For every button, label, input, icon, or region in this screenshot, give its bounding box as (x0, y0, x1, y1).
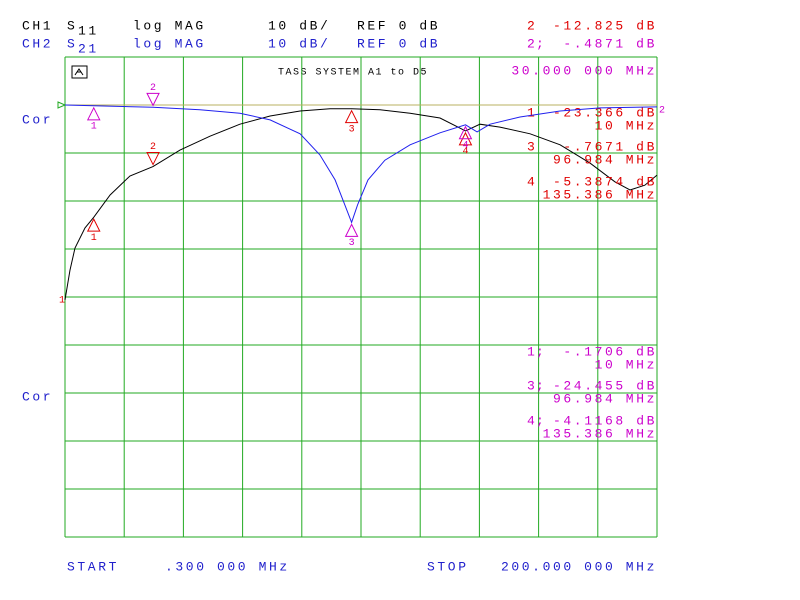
parameter-subscript: 11 (78, 23, 99, 38)
reference: REF 0 dB (357, 18, 440, 33)
format: log MAG (133, 18, 206, 33)
readout-separator: ; (536, 378, 546, 393)
readout-frequency: 96.984 MHz (553, 152, 657, 167)
marker-number: 2 (150, 83, 158, 94)
marker (344, 223, 359, 237)
status: Cor (22, 389, 53, 404)
readout-separator: ; (536, 413, 546, 428)
readout-marker: 3 (527, 139, 537, 154)
marker-number: 4 (462, 147, 470, 158)
marker (344, 109, 359, 124)
readout-frequency: 10 MHz (595, 118, 657, 133)
readout-value: -5.3874 dB (553, 174, 657, 189)
readout-value: -.1706 dB (563, 344, 657, 359)
readout-value: -.7671 dB (563, 139, 657, 154)
status: Cor (22, 112, 53, 127)
start-label: START (67, 559, 119, 574)
display-title: TASS SYSTEM A1 to D5 (278, 68, 428, 79)
readout-marker: 2 (527, 18, 537, 33)
trace-end-label: 1 (59, 296, 67, 307)
marker-number: 4 (462, 140, 470, 151)
readout-marker: 4 (527, 413, 537, 428)
readout-marker: 4 (527, 174, 537, 189)
start-value: .300 000 MHz (165, 559, 290, 574)
readout-frequency: 135.386 MHz (543, 187, 657, 202)
readout-marker: 1 (527, 105, 537, 120)
trace-end-label: 2 (659, 106, 667, 117)
readout-separator: ; (536, 344, 546, 359)
parameter-subscript: 21 (78, 41, 99, 56)
parameter: S (67, 18, 77, 33)
marker (146, 152, 160, 166)
readout-marker: 3 (527, 378, 537, 393)
readout-separator: ; (536, 36, 546, 51)
marker-number: 1 (91, 121, 99, 132)
readout-marker: 1 (527, 344, 537, 359)
readout-frequency: 96.984 MHz (553, 391, 657, 406)
scale: 10 dB/ (268, 18, 330, 33)
trace (64, 108, 658, 300)
format: log MAG (133, 36, 206, 51)
marker-number: 2 (150, 142, 158, 153)
readout-frequency: 135.386 MHz (543, 426, 657, 441)
marker (86, 106, 101, 121)
readout-value: -.4871 dB (563, 36, 657, 51)
scale: 10 dB/ (268, 36, 330, 51)
marker-number: 3 (349, 238, 357, 249)
readout-value: -12.825 dB (553, 18, 657, 33)
reference: REF 0 dB (357, 36, 440, 51)
reference-marker (57, 101, 67, 109)
logo-glyph (74, 68, 84, 76)
readout-frequency: 10 MHz (595, 357, 657, 372)
marker-number: 3 (349, 124, 357, 135)
readout-value: -4.1168 dB (553, 413, 657, 428)
channel-name: CH2 (22, 36, 53, 51)
marker (86, 218, 101, 232)
parameter: S (67, 36, 77, 51)
marker (458, 125, 473, 140)
readout-marker: 2 (527, 36, 537, 51)
marker-number: 1 (91, 233, 99, 244)
stop-label: STOP (427, 559, 469, 574)
stop-value: 200.000 000 MHz (501, 559, 657, 574)
active-marker-frequency: 30.000 000 MHz (511, 63, 657, 78)
marker (146, 92, 160, 107)
readout-value: -24.455 dB (553, 378, 657, 393)
trace (64, 104, 658, 224)
channel-name: CH1 (22, 18, 53, 33)
logo-box (71, 65, 88, 79)
